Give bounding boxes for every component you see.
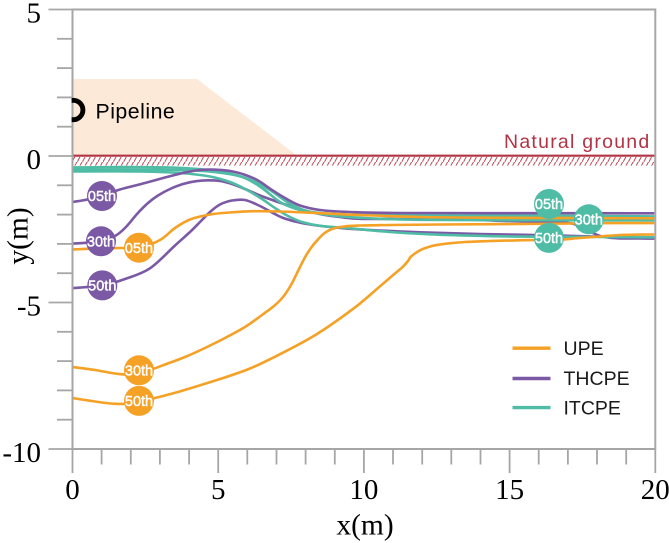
svg-text:05th: 05th — [535, 197, 563, 213]
svg-text:Pipeline: Pipeline — [96, 100, 176, 124]
svg-text:y(m): y(m) — [3, 207, 35, 264]
svg-text:30th: 30th — [87, 235, 115, 251]
svg-text:05th: 05th — [125, 241, 153, 257]
svg-text:10: 10 — [349, 474, 378, 506]
svg-text:UPE: UPE — [564, 338, 604, 360]
svg-text:THCPE: THCPE — [564, 368, 630, 390]
svg-text:5: 5 — [211, 474, 226, 506]
svg-text:ITCPE: ITCPE — [564, 397, 621, 419]
svg-text:50th: 50th — [88, 279, 116, 295]
svg-text:-5: -5 — [17, 291, 41, 323]
svg-text:0: 0 — [65, 474, 80, 506]
svg-text:x(m): x(m) — [336, 510, 393, 542]
svg-text:15: 15 — [495, 474, 524, 506]
svg-text:0: 0 — [27, 144, 42, 176]
svg-text:20: 20 — [641, 474, 669, 506]
svg-text:30th: 30th — [125, 364, 153, 380]
svg-text:5: 5 — [27, 0, 42, 30]
svg-text:Natural ground: Natural ground — [504, 131, 651, 153]
svg-text:30th: 30th — [575, 213, 603, 229]
svg-text:-10: -10 — [2, 437, 41, 469]
svg-text:05th: 05th — [88, 189, 116, 205]
svg-text:50th: 50th — [125, 394, 153, 410]
svg-text:50th: 50th — [535, 231, 563, 247]
